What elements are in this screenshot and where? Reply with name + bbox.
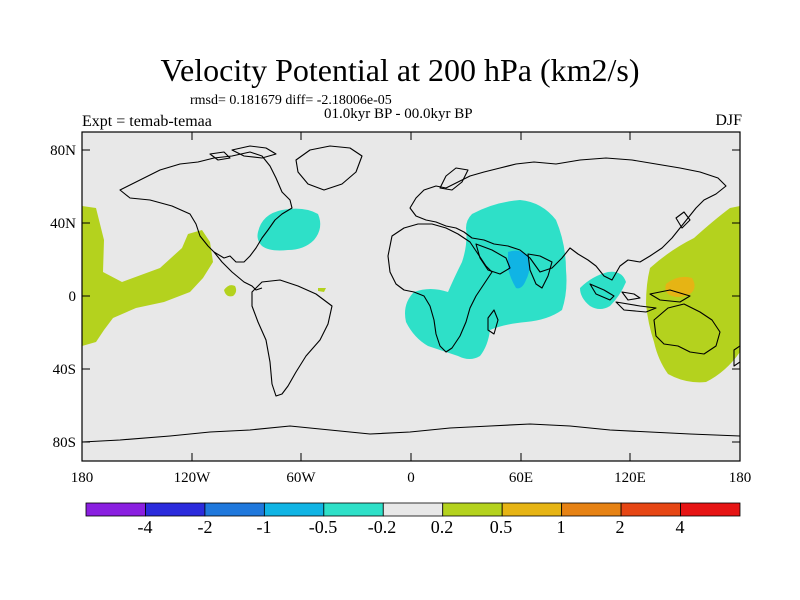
lat-label-40s: 40S xyxy=(53,362,76,378)
colorbar-box xyxy=(263,502,325,517)
lat-tick-labels: 80N 40N 0 40S 80S xyxy=(50,143,76,451)
colorbar-label: 0.5 xyxy=(489,517,513,537)
colorbar-label: 0.2 xyxy=(430,517,454,537)
field-negative-indian-ocean xyxy=(405,200,567,359)
lon-label-120w: 120W xyxy=(174,470,212,486)
coastline-scandinavia xyxy=(439,167,469,191)
coastline-japan xyxy=(675,211,691,229)
lon-label-0: 0 xyxy=(407,470,415,486)
lon-label-180e: 180 xyxy=(729,470,752,486)
season-label: DJF xyxy=(715,112,742,129)
lon-label-180w: 180 xyxy=(71,470,94,486)
coastline-arabia xyxy=(475,243,511,275)
lat-label-80n: 80N xyxy=(50,143,76,159)
coastline-greenland xyxy=(295,145,363,191)
colorbar-box xyxy=(620,502,681,517)
lon-label-60e: 60E xyxy=(509,470,533,486)
colorbar-label: 1 xyxy=(556,517,566,537)
plot-title: Velocity Potential at 200 hPa (km2/s) xyxy=(160,52,640,88)
colorbar-label: -0.5 xyxy=(308,517,338,537)
colorbar-box xyxy=(382,502,444,517)
coastline-south-america xyxy=(251,279,333,397)
colorbar xyxy=(85,502,741,517)
coastline-canadian-islands xyxy=(209,145,277,161)
coastline-madagascar xyxy=(487,309,499,335)
anomaly-fields xyxy=(82,200,740,383)
field-negative-maritime-continent xyxy=(580,271,626,309)
field-negative-north-atlantic xyxy=(257,208,321,251)
lon-label-60w: 60W xyxy=(286,470,316,486)
field-positive-west-pacific-core xyxy=(665,276,695,297)
colorbar-box xyxy=(85,502,146,517)
lat-tick-marks xyxy=(82,149,740,443)
colorbar-label: -2 xyxy=(197,517,213,537)
stats-line: rmsd= 0.181679 diff= -2.18006e-05 xyxy=(190,93,392,108)
lat-label-80s: 80S xyxy=(53,435,76,451)
coastlines xyxy=(82,145,740,443)
colorbar-label: 4 xyxy=(675,517,685,537)
coastline-australia xyxy=(653,303,721,355)
colorbar-box xyxy=(442,502,503,517)
coastline-indonesia xyxy=(589,283,691,313)
colorbar-label: -4 xyxy=(137,517,153,537)
period-label: 01.0kyr BP - 00.0kyr BP xyxy=(324,106,473,122)
colorbar-box xyxy=(680,502,741,517)
coastline-africa xyxy=(387,223,493,353)
colorbar-label: -1 xyxy=(256,517,272,537)
field-positive-west-pacific xyxy=(646,206,740,383)
colorbar-label: 2 xyxy=(615,517,625,537)
coastline-central-america xyxy=(213,251,263,291)
colorbar-box xyxy=(145,502,206,517)
field-positive-small-dot xyxy=(318,288,326,292)
lat-label-40n: 40N xyxy=(50,216,76,232)
coastline-eurasia xyxy=(409,157,727,281)
colorbar-box xyxy=(204,502,265,517)
coastline-india xyxy=(527,253,553,289)
coastline-north-america xyxy=(119,151,293,263)
colorbar-box xyxy=(561,502,622,517)
lon-tick-marks xyxy=(81,132,741,461)
field-negative-indian-core xyxy=(508,250,530,289)
experiment-label: Expt = temab-temaa xyxy=(82,113,212,130)
field-positive-cent-america-blob xyxy=(224,285,237,297)
colorbar-box xyxy=(501,502,563,517)
colorbar-box xyxy=(323,502,384,517)
lon-label-120e: 120E xyxy=(614,470,646,486)
coastline-antarctica xyxy=(82,423,740,443)
lat-label-0: 0 xyxy=(69,289,77,305)
coastline-new-zealand xyxy=(733,345,740,367)
colorbar-label: -0.2 xyxy=(367,517,397,537)
field-positive-east-pacific xyxy=(82,206,213,346)
lon-tick-labels: 180 120W 60W 0 60E 120E 180 xyxy=(71,470,752,486)
